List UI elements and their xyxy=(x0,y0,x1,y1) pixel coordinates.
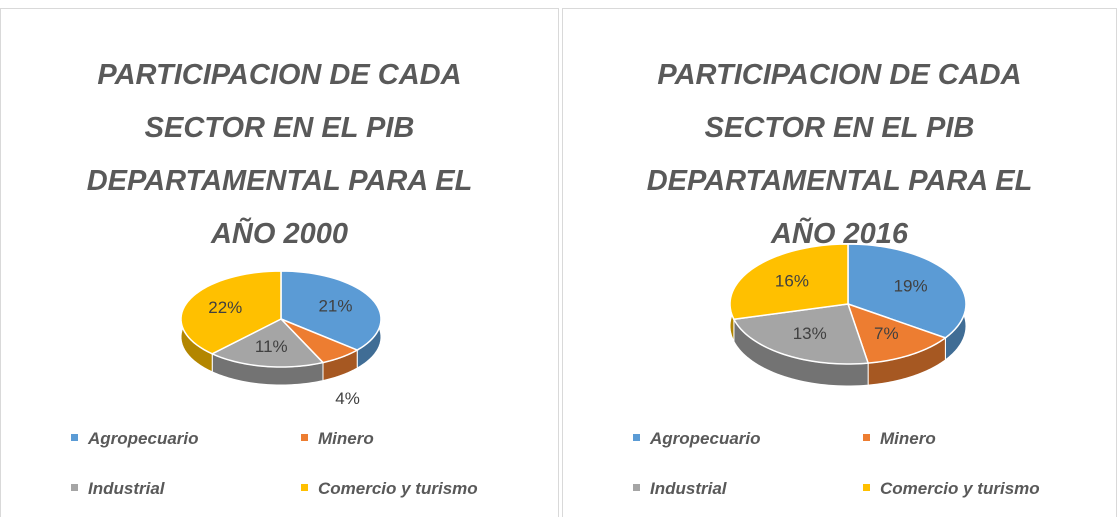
chart-title: PARTICIPACION DE CADA SECTOR EN EL PIB D… xyxy=(86,59,473,250)
legend-label: Minero xyxy=(880,429,936,448)
legend-swatch xyxy=(633,434,640,442)
legend-item: Industrial xyxy=(71,479,165,499)
pie-chart: 21% 4% 11% 22% xyxy=(180,270,382,408)
legend-item: Minero xyxy=(301,429,374,449)
chart-panel: PARTICIPACION DE CADA SECTOR EN EL PIB D… xyxy=(562,8,1117,517)
legend-item: Comercio y turismo xyxy=(301,479,478,499)
data-label: 22% xyxy=(208,298,242,317)
pie-chart: 19% 7% 13% 16% xyxy=(729,243,967,387)
data-label: 13% xyxy=(793,324,827,343)
pie-slice xyxy=(280,270,382,351)
legend-swatch xyxy=(863,434,870,442)
pie-slice xyxy=(732,303,870,365)
legend-swatch xyxy=(71,484,78,492)
legend-label: Industrial xyxy=(650,479,727,498)
legend-swatch xyxy=(301,484,308,492)
legend-swatch xyxy=(71,434,78,442)
chart-panel: PARTICIPACION DE CADA SECTOR EN EL PIB D… xyxy=(0,8,559,517)
data-label: 11% xyxy=(255,337,288,356)
data-label: 16% xyxy=(775,272,809,291)
legend-item: Agropecuario xyxy=(71,429,199,449)
legend-label: Comercio y turismo xyxy=(318,479,478,498)
pie-slice xyxy=(210,318,325,368)
legend-label: Comercio y turismo xyxy=(880,479,1040,498)
legend-item: Industrial xyxy=(633,479,727,499)
pie-slice xyxy=(847,243,967,339)
legend-label: Agropecuario xyxy=(88,429,199,448)
pie-slice xyxy=(729,243,849,321)
pie-slice xyxy=(180,270,282,355)
legend-label: Agropecuario xyxy=(650,429,761,448)
chart-title: PARTICIPACION DE CADA SECTOR EN EL PIB D… xyxy=(646,59,1033,250)
legend-swatch xyxy=(863,484,870,492)
legend-item: Agropecuario xyxy=(633,429,761,449)
data-label: 21% xyxy=(318,296,352,315)
legend-item: Minero xyxy=(863,429,936,449)
legend-swatch xyxy=(301,434,308,442)
legend-item: Comercio y turismo xyxy=(863,479,1040,499)
legend-label: Minero xyxy=(318,429,374,448)
pie-slice xyxy=(846,302,948,364)
pie-slice xyxy=(280,318,359,364)
data-label: 4% xyxy=(335,389,360,408)
data-label: 7% xyxy=(874,324,899,343)
data-label: 19% xyxy=(894,277,928,296)
legend-swatch xyxy=(633,484,640,492)
legend-label: Industrial xyxy=(88,479,165,498)
